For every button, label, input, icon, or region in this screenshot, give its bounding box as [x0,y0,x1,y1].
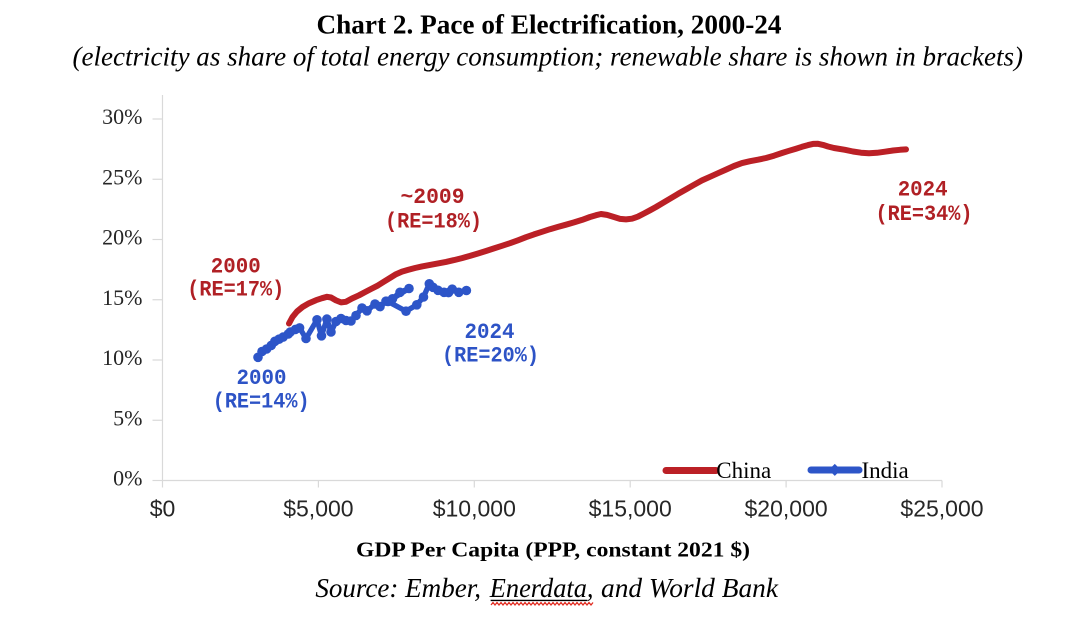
svg-text:GDP Per Capita (PPP, constant: GDP Per Capita (PPP, constant 2021 $) [356,538,750,562]
svg-text:25%: 25% [102,164,142,189]
svg-text:5%: 5% [113,405,142,430]
svg-text:(RE=14%): (RE=14%) [213,389,310,414]
svg-text:(electricity as share of total: (electricity as share of total energy co… [73,42,1024,72]
svg-text:2024: 2024 [465,320,515,345]
svg-text:Enerdata,: Enerdata, [489,573,594,603]
svg-text:$0: $0 [150,496,176,522]
svg-text:(RE=18%): (RE=18%) [385,210,482,235]
svg-text:2000: 2000 [211,254,261,279]
svg-text:30%: 30% [102,104,142,129]
svg-text:2024: 2024 [898,178,948,203]
svg-text:$10,000: $10,000 [433,496,516,522]
svg-text:(RE=20%): (RE=20%) [442,343,539,368]
svg-text:$5,000: $5,000 [283,496,353,522]
svg-text:0%: 0% [113,466,142,491]
svg-text:China: China [716,458,771,483]
svg-text:Source: Ember,: Source: Ember, [315,573,481,603]
svg-text:India: India [862,458,909,483]
svg-text:~2009: ~2009 [401,185,465,210]
svg-text:(RE=34%): (RE=34%) [876,202,973,227]
svg-text:20%: 20% [102,225,142,250]
svg-text:15%: 15% [102,285,142,310]
svg-text:$25,000: $25,000 [900,496,983,522]
svg-text:$15,000: $15,000 [589,496,672,522]
svg-text:2000: 2000 [237,366,287,391]
svg-text:$20,000: $20,000 [745,496,828,522]
svg-text:and World Bank: and World Bank [601,573,779,603]
svg-text:Chart 2. Pace of Electrificati: Chart 2. Pace of Electrification, 2000-2… [317,10,782,40]
svg-text:10%: 10% [102,345,142,370]
svg-text:(RE=17%): (RE=17%) [187,278,284,303]
